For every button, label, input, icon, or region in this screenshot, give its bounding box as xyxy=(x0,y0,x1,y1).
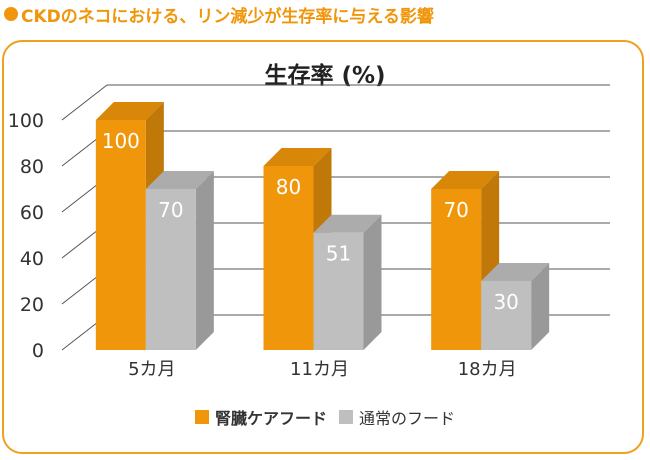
legend-swatch-regular-food xyxy=(339,410,353,424)
bar xyxy=(95,120,146,350)
bar xyxy=(145,189,196,350)
bar-top xyxy=(431,171,500,189)
legend-swatch-renal-food xyxy=(194,410,209,424)
legend-item-regular-food: 通常のフード xyxy=(339,405,455,429)
bar xyxy=(431,189,482,350)
y-tick-label: 20 xyxy=(20,294,44,316)
bar-value-label: 70 xyxy=(158,198,183,222)
bar-side xyxy=(363,214,382,350)
chart-legend: 腎臓ケアフード 通常のフード xyxy=(0,405,650,429)
bar-top xyxy=(263,148,332,166)
bar xyxy=(481,281,532,350)
figure-heading: CKDのネコにおける、リン減少が生存率に与える影響 xyxy=(4,1,434,27)
gridline-diagonal xyxy=(61,84,108,121)
bar-top xyxy=(313,214,382,233)
legend-item-renal-food: 腎臓ケアフード xyxy=(194,405,327,429)
y-tick-label: 0 xyxy=(32,340,44,362)
x-tick-label: 5カ月 xyxy=(128,359,175,380)
bar-top xyxy=(95,102,164,120)
bar-top xyxy=(145,171,214,189)
y-tick-label: 40 xyxy=(20,248,44,270)
bar-value-label: 51 xyxy=(326,242,351,266)
y-tick-label: 80 xyxy=(20,156,44,178)
bar-side xyxy=(195,171,214,350)
bar-value-label: 80 xyxy=(276,175,301,199)
legend-label-renal-food: 腎臓ケアフード xyxy=(214,409,327,428)
bar xyxy=(313,232,364,350)
bar-value-label: 70 xyxy=(443,198,468,222)
bar xyxy=(263,166,314,350)
bar-top xyxy=(481,263,550,281)
x-tick-label: 11カ月 xyxy=(290,359,349,380)
bar-value-label: 100 xyxy=(102,129,140,153)
bullet-dot-icon xyxy=(4,7,18,21)
y-tick-label: 60 xyxy=(20,202,44,224)
x-tick-label: 18カ月 xyxy=(458,359,517,380)
bar-side xyxy=(531,263,550,350)
legend-label-regular-food: 通常のフード xyxy=(359,409,456,428)
y-tick-label: 100 xyxy=(8,110,44,132)
bar-value-label: 30 xyxy=(493,290,518,314)
figure-heading-text: CKDのネコにおける、リン減少が生存率に与える影響 xyxy=(21,6,434,27)
